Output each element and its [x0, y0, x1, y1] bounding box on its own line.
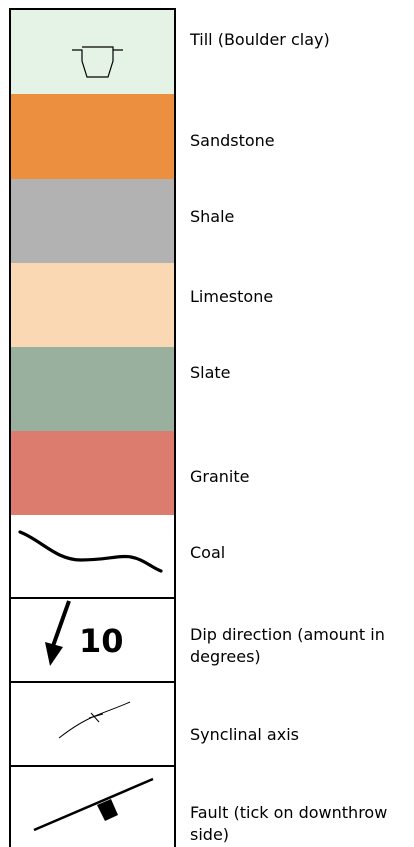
- slate-swatch: [9, 347, 176, 431]
- granite-label: Granite: [190, 467, 250, 486]
- dip-arrow-icon: [45, 600, 71, 666]
- limestone-label: Limestone: [190, 287, 274, 306]
- coal-label: Coal: [190, 543, 226, 562]
- limestone-swatch: [9, 263, 176, 347]
- sandstone-label: Sandstone: [190, 131, 275, 150]
- till-symbol-icon: [72, 46, 123, 78]
- slate-label: Slate: [190, 363, 231, 382]
- granite-swatch: [9, 431, 176, 515]
- shale-swatch: [9, 179, 176, 263]
- synclinal-axis-icon: [58, 701, 131, 739]
- syncline-swatch: [9, 683, 176, 767]
- fault-icon: [33, 777, 154, 832]
- till-label: Till (Boulder clay): [190, 30, 330, 49]
- sandstone-swatch: [9, 94, 176, 179]
- till-swatch: [9, 8, 176, 94]
- coal-swatch: [9, 515, 176, 599]
- fault-label: Fault (tick on downthrow side): [190, 803, 388, 844]
- shale-label: Shale: [190, 207, 235, 226]
- dip-label: Dip direction (amount in degrees): [190, 625, 385, 666]
- dip-swatch: 10: [9, 599, 176, 683]
- fault-swatch: [9, 767, 176, 847]
- coal-seam-icon: [18, 530, 163, 573]
- dip-amount: 10: [79, 622, 124, 660]
- syncline-label: Synclinal axis: [190, 725, 299, 744]
